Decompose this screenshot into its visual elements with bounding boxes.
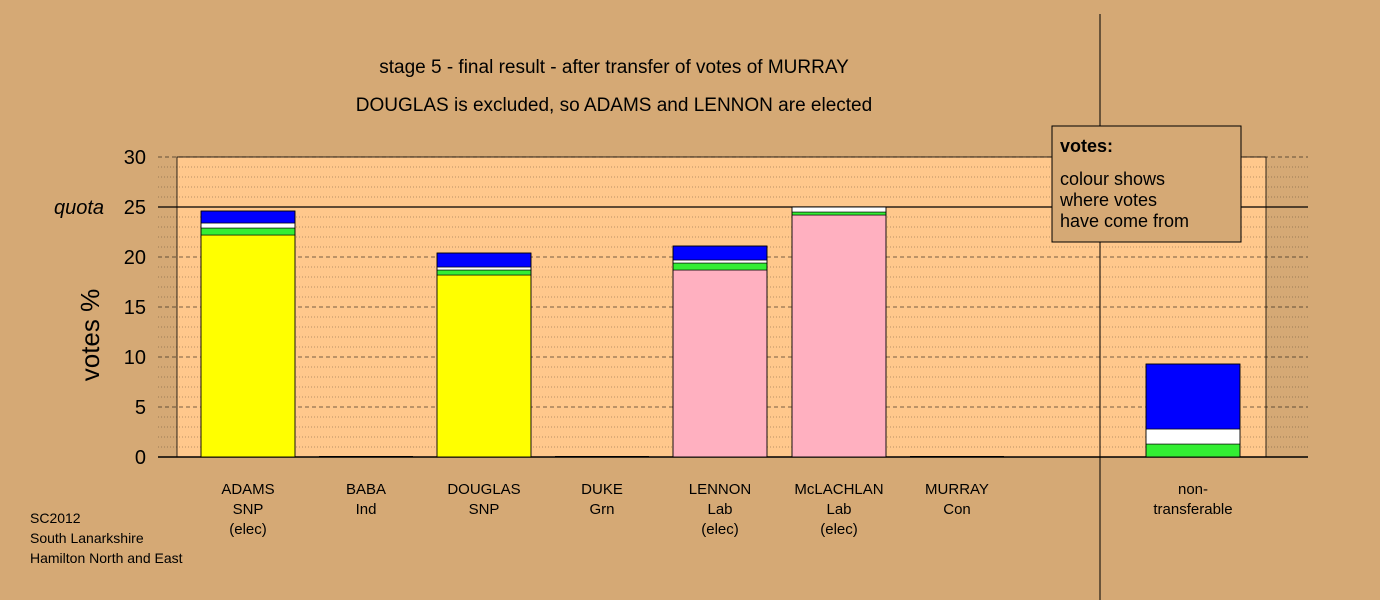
y-axis-label: votes % <box>75 289 105 382</box>
category-label: (elec) <box>701 521 739 538</box>
y-tick-label: 10 <box>124 347 146 369</box>
y-tick-label: 20 <box>124 247 146 269</box>
category-label: (elec) <box>820 521 858 538</box>
category-label: Ind <box>356 501 377 518</box>
category-label: non- <box>1178 481 1208 498</box>
category-label: Lab <box>707 501 732 518</box>
category-label: transferable <box>1153 501 1232 518</box>
bar-empty <box>319 456 413 457</box>
bar-segment <box>672 262 768 271</box>
category-label: Lab <box>826 501 851 518</box>
y-tick-label: 0 <box>135 447 146 469</box>
category-label: SNP <box>233 501 264 518</box>
footnote-line: Hamilton North and East <box>30 550 183 566</box>
legend-text: have come from <box>1060 211 1189 231</box>
legend-text: colour shows <box>1060 169 1165 189</box>
bar-empty <box>555 456 649 457</box>
category-label: (elec) <box>229 521 267 538</box>
bar-segment <box>200 227 296 236</box>
y-tick-label: 30 <box>124 147 146 169</box>
bar-segment <box>436 274 532 458</box>
chart-subtitle: DOUGLAS is excluded, so ADAMS and LENNON… <box>356 95 872 116</box>
bar-segment <box>1145 363 1241 430</box>
bar-segment <box>200 234 296 458</box>
footnote-line: SC2012 <box>30 510 81 526</box>
category-label: ADAMS <box>221 481 274 498</box>
bar-segment <box>672 259 768 264</box>
bar-outline <box>436 252 532 458</box>
legend-box <box>1051 125 1242 243</box>
y-tick-label: 15 <box>124 297 146 319</box>
category-label: Grn <box>589 501 614 518</box>
y-tick-label: 25 <box>124 197 146 219</box>
bar-segment <box>1145 443 1241 458</box>
chart-title: stage 5 - final result - after transfer … <box>379 57 849 78</box>
category-label: BABA <box>346 481 386 498</box>
bar-segment <box>436 252 532 268</box>
bar-segment <box>1145 428 1241 445</box>
category-label: MURRAY <box>925 481 989 498</box>
bar-outline <box>672 245 768 458</box>
bar-segment <box>791 206 887 213</box>
category-label: DOUGLAS <box>447 481 520 498</box>
bar-segment <box>200 222 296 229</box>
bar-segment <box>791 214 887 458</box>
bar-empty <box>910 456 1004 457</box>
quota-label: quota <box>54 197 104 219</box>
bar-segment <box>436 269 532 276</box>
bar-outline <box>1145 363 1241 458</box>
footnote-line: South Lanarkshire <box>30 530 144 546</box>
bar-outline <box>791 206 887 458</box>
bar-segment <box>672 269 768 458</box>
category-label: DUKE <box>581 481 623 498</box>
bar-outline <box>200 210 296 458</box>
category-label: LENNON <box>689 481 752 498</box>
bar-segment <box>200 210 296 224</box>
category-label: Con <box>943 501 971 518</box>
bar-segment <box>791 211 887 216</box>
legend-text: where votes <box>1059 190 1157 210</box>
bar-segment <box>436 266 532 271</box>
category-label: McLACHLAN <box>794 481 883 498</box>
category-label: SNP <box>469 501 500 518</box>
bar-segment <box>672 245 768 261</box>
legend-title: votes: <box>1060 136 1113 156</box>
y-tick-label: 5 <box>135 397 146 419</box>
